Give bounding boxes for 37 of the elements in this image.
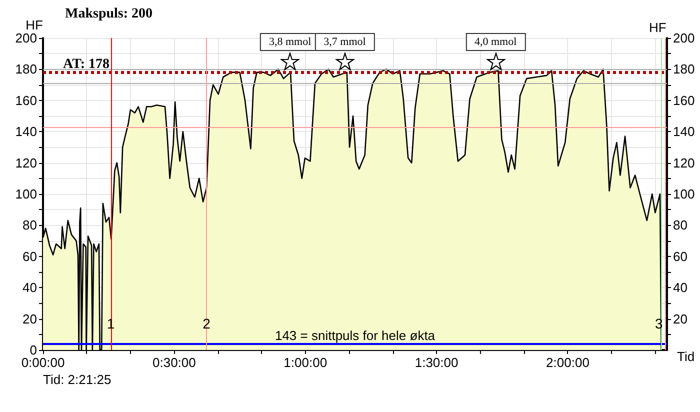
y-tick-label: 100: [15, 186, 37, 202]
ref-line-label: 143 = snittpuls for hele økta: [274, 328, 436, 343]
y2-tick-label: 40: [673, 280, 688, 296]
y2-tick-label: 200: [673, 30, 695, 46]
y2-axis-title: HF: [649, 20, 666, 35]
ref-line-label: AT: 178: [63, 56, 110, 72]
y-tick-label: 40: [22, 280, 37, 296]
annotation: 2: [202, 315, 211, 332]
y-tick-label: 200: [15, 30, 37, 46]
chart-title: Makspuls: 200: [65, 6, 153, 22]
y2-tick-label: 180: [673, 62, 695, 77]
y-tick-label: 120: [15, 155, 37, 170]
x-tick-label: 0:30:00: [152, 355, 196, 370]
y2-tick-label: 140: [673, 124, 695, 140]
annotation: 3,8 mmol: [260, 33, 320, 52]
text: Tid: 2:21:25: [43, 372, 112, 387]
x-tick-label: 1:30:00: [414, 355, 458, 370]
annotation: 3,7 mmol: [314, 33, 375, 52]
y2-tick-label: 60: [673, 248, 688, 264]
y2-tick-label: 20: [673, 311, 688, 326]
y-tick-label: 20: [22, 311, 37, 326]
y-tick-label: 0: [30, 342, 37, 358]
x-tick-label: 2:00:00: [546, 355, 590, 370]
x-tick-label: 0:00:00: [21, 355, 65, 370]
y-tick-label: 60: [22, 248, 37, 264]
y-axis-title: HF: [26, 18, 44, 33]
y2-tick-label: 80: [673, 218, 688, 233]
y-tick-label: 160: [15, 92, 37, 108]
y2-tick-label: 160: [673, 92, 695, 108]
y-tick-label: 140: [15, 124, 37, 140]
y2-tick-label: 120: [673, 155, 695, 170]
y-tick-label: 180: [15, 62, 37, 77]
y-tick-label: 80: [22, 218, 37, 233]
x-axis-title: Tid: [677, 349, 695, 364]
y2-tick-label: 100: [673, 186, 695, 202]
annotation: 4,0 mmol: [465, 33, 526, 52]
x-tick-label: 1:00:00: [284, 355, 328, 370]
